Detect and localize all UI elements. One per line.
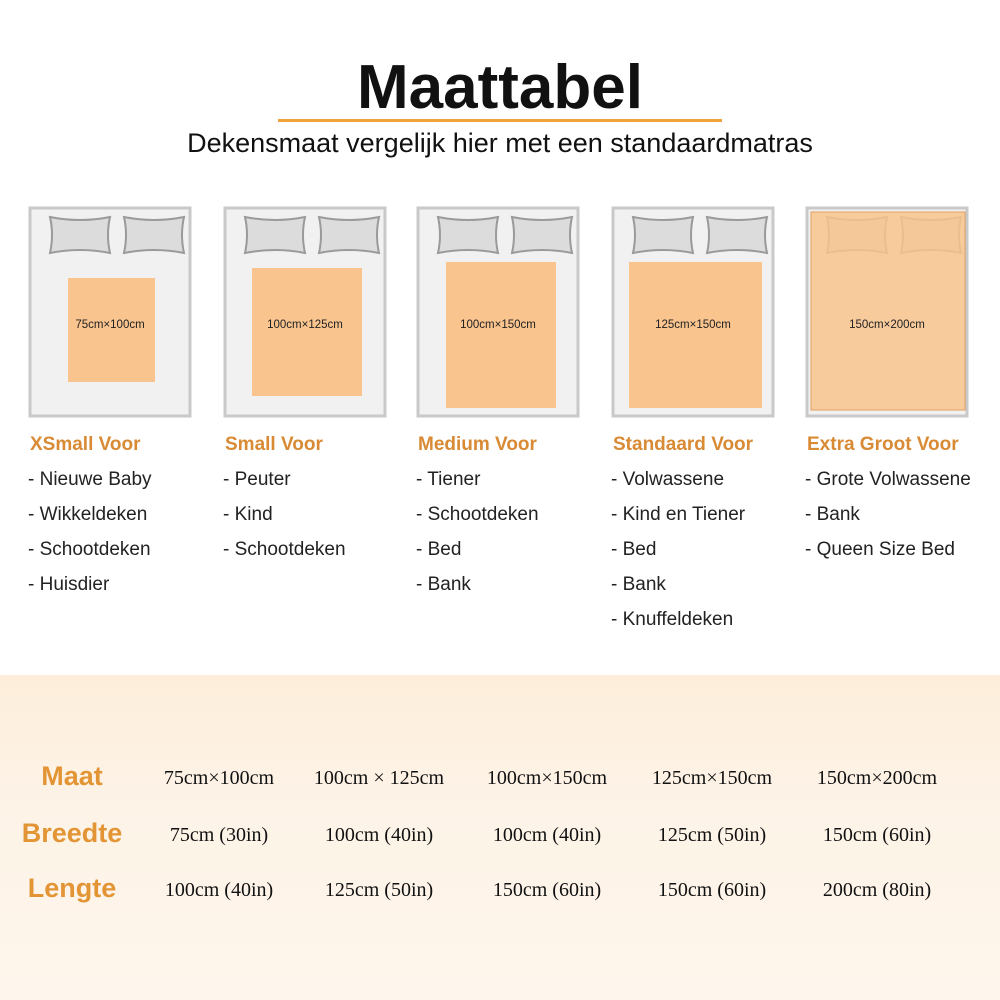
row-label: Breedte [21, 818, 123, 848]
table-cell: 125cm×150cm [651, 767, 773, 789]
pillow [631, 215, 695, 255]
pillow [510, 215, 574, 255]
card-item: - Bank [416, 574, 471, 595]
card-item: - Grote Volwassene [805, 469, 971, 490]
card-item: - Kind [223, 504, 273, 525]
table-cell: 75cm×100cm [163, 767, 275, 789]
card-item: - Volwassene [611, 469, 725, 490]
card-item: - Bed [416, 539, 462, 560]
row-label: Lengte [27, 873, 117, 903]
card-item: - Bank [805, 504, 860, 525]
size-label: 75cm×100cm [75, 319, 144, 331]
blanket [446, 262, 556, 408]
card-item: - Schootdeken [416, 504, 539, 525]
pillow [243, 215, 307, 255]
pillow [48, 215, 112, 255]
pillow [705, 215, 769, 255]
card-item: - Queen Size Bed [805, 539, 955, 560]
table-cell: 125cm (50in) [657, 824, 767, 846]
card-heading: Small Voor [225, 434, 323, 455]
card-heading: XSmall Voor [30, 434, 141, 455]
size-label: 150cm×200cm [849, 319, 925, 331]
table-cell: 150cm×200cm [816, 767, 938, 789]
size-label: 100cm×150cm [460, 319, 536, 331]
table-cell: 150cm (60in) [492, 879, 602, 901]
card-item: - Nieuwe Baby [28, 469, 152, 490]
row-label: Maat [41, 761, 103, 791]
table-cell: 75cm (30in) [169, 824, 269, 846]
card-item: - Peuter [223, 469, 291, 490]
size-label: 125cm×150cm [655, 319, 731, 331]
card-item: - Knuffeldeken [611, 609, 734, 630]
table-cell: 100cm (40in) [164, 879, 274, 901]
pillow [317, 215, 381, 255]
mattress-art: 75cm×100cm 100cm×125cm 100cm×150cm 125cm×15… [28, 206, 969, 418]
size-label: 100cm×125cm [267, 319, 343, 331]
card-item: - Bank [611, 574, 666, 595]
card-item: - Kind en Tiener [611, 504, 746, 525]
table-cell: 150cm (60in) [822, 824, 932, 846]
blanket [252, 268, 362, 396]
card-item: - Bed [611, 539, 657, 560]
table-cell: 100cm×150cm [486, 767, 608, 789]
table-cell: 200cm (80in) [822, 879, 932, 901]
card-item: - Schootdeken [28, 539, 151, 560]
card-heading: Extra Groot Voor [807, 434, 959, 455]
card-item: - Schootdeken [223, 539, 346, 560]
card-item: - Huisdier [28, 574, 110, 595]
card-item: - Tiener [416, 469, 481, 490]
blanket [68, 278, 155, 382]
pillow [436, 215, 500, 255]
blanket [810, 211, 966, 411]
table-cell: 150cm (60in) [657, 879, 767, 901]
card-item: - Wikkeldeken [28, 504, 148, 525]
table-cell: 100cm (40in) [324, 824, 434, 846]
table-cell: 100cm × 125cm [313, 767, 445, 789]
title: Maattabel [357, 53, 643, 122]
card-heading: Standaard Voor [613, 434, 754, 455]
table-cell: 125cm (50in) [324, 879, 434, 901]
blanket [629, 262, 762, 408]
title-underline [278, 119, 722, 122]
card-heading: Medium Voor [418, 434, 537, 455]
table-band [0, 675, 1000, 1000]
subtitle: Dekensmaat vergelijk hier met een standa… [187, 128, 813, 158]
table-cell: 100cm (40in) [492, 824, 602, 846]
pillow [122, 215, 186, 255]
